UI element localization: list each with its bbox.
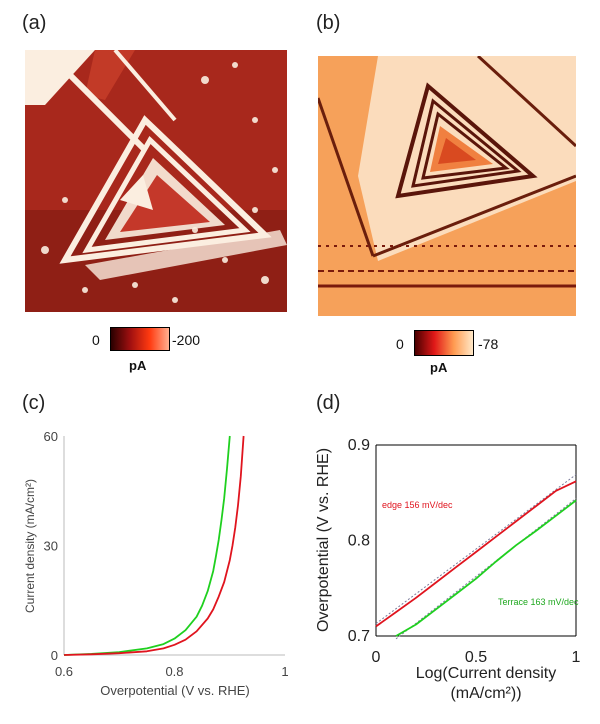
d-series-line [395,499,577,637]
d-ytick-label: 0.9 [348,437,370,454]
panel-label-b: (b) [316,12,341,34]
d-xtick-label: 0 [372,649,381,666]
current-map-a-image [25,50,287,312]
current-map-a [25,50,287,312]
d-xtick-label: 1 [572,649,581,666]
d-fit-line [395,498,577,640]
c-ytick-label: 30 [44,539,58,554]
current-map-b-image [318,56,576,316]
chart-d-xlabel-box: Log(Current density (mA/cm²)) [415,665,557,702]
d-ytick-label: 0.7 [348,628,370,645]
colorbar-a [110,327,170,351]
chart-d-annotation-edge: edge 156 mV/dec [382,500,453,510]
chart-c-xlabel: Overpotential (V vs. RHE) [100,683,250,698]
chart-d-xlabel: Log(Current density (mA/cm²)) [415,665,557,702]
cbar-a-min: 0 [92,332,100,348]
panel-label-c: (c) [22,392,46,414]
c-xtick-label: 1 [281,664,288,679]
cbar-b-unit: pA [430,360,448,375]
d-xtick-label: 0.5 [465,649,487,666]
current-map-b [318,56,576,316]
d-ytick-label: 0.8 [348,533,370,550]
cbar-a-unit: pA [129,358,147,373]
chart-d-ylabel: Overpotential (V vs. RHE) [315,448,332,632]
panel-label-d: (d) [316,392,341,414]
c-ytick-label: 0 [51,648,58,663]
d-series-line [375,480,577,628]
colorbar-b [414,330,474,356]
panel-label-a: (a) [22,12,47,34]
c-series-line [63,435,231,656]
cbar-b-max: -78 [478,336,499,352]
chart-d: 0 0.5 1 0.7 0.8 0.9 edge 156 mV/dec Terrace … [315,437,581,702]
d-fit-line [375,474,577,624]
c-series-line [63,435,245,656]
chart-d-annotation-terrace: Terrace 163 mV/dec [498,597,579,607]
c-xtick-label: 0.8 [165,664,183,679]
cbar-a-max: -200 [172,332,201,348]
c-ytick-label: 60 [44,429,58,444]
chart-c-ylabel: Current density (mA/cm²) [23,479,37,613]
c-xtick-label: 0.6 [55,664,73,679]
cbar-b-min: 0 [396,336,404,352]
